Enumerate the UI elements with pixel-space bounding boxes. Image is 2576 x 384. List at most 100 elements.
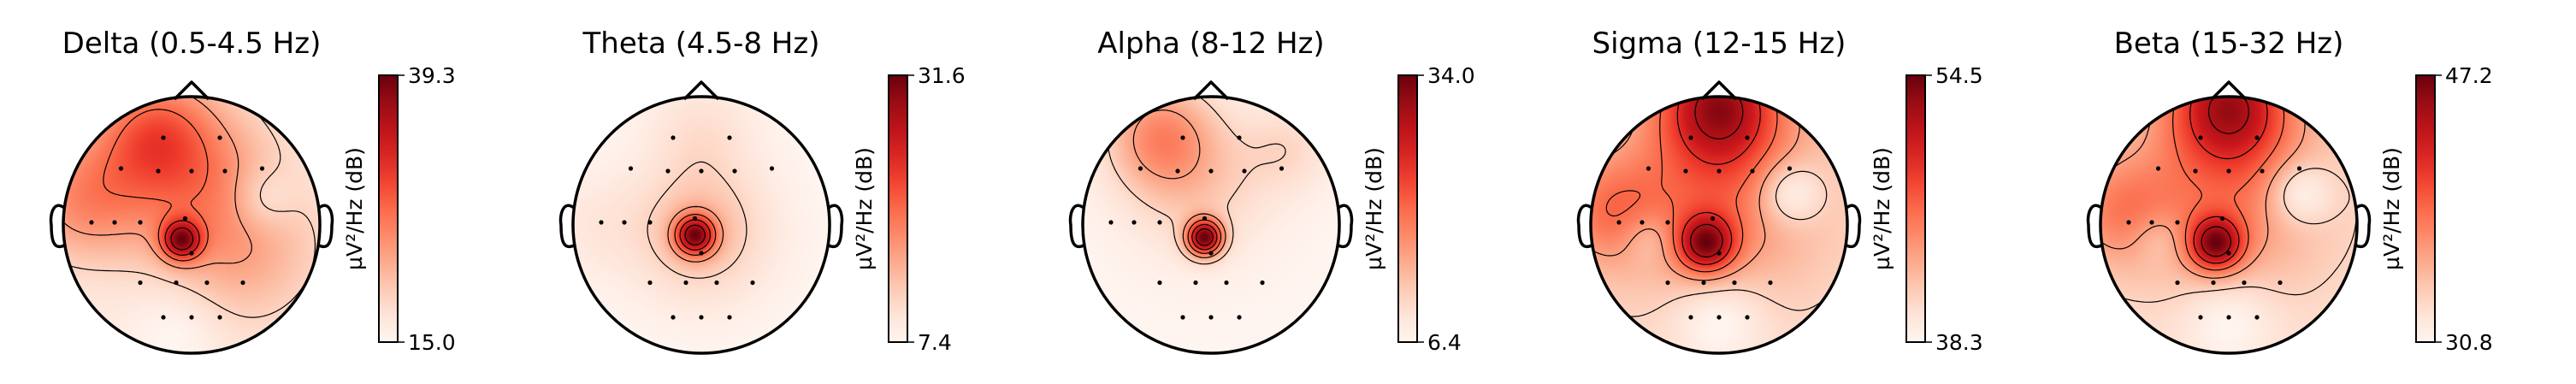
sensor-marker	[1137, 166, 1143, 171]
sensor-marker	[1787, 166, 1793, 171]
sensor-marker	[1157, 280, 1162, 286]
colorbar	[378, 74, 399, 343]
sensor-marker	[2242, 280, 2247, 286]
colorbar-max-label: 47.2	[2445, 63, 2493, 88]
sensor-marker	[647, 220, 653, 225]
sensor-marker	[2254, 135, 2260, 140]
topomap-heatmap	[573, 97, 830, 353]
nose-marker	[1192, 80, 1230, 101]
sensor-marker	[699, 168, 704, 174]
sensor-marker	[2175, 280, 2180, 286]
left-ear	[2086, 204, 2103, 249]
sensor-marker	[699, 315, 704, 320]
sensor-marker	[1616, 220, 1622, 225]
sensor-marker	[1750, 168, 1755, 174]
panel-title: Alpha (8-12 Hz)	[1097, 27, 1324, 61]
sensor-marker	[1208, 315, 1214, 320]
sensor-marker	[1157, 220, 1162, 225]
right-ear	[1337, 204, 1354, 249]
sensor-marker	[240, 280, 245, 286]
sensor-marker	[89, 220, 94, 225]
sensor-marker	[161, 315, 166, 320]
sensor-marker	[189, 315, 194, 320]
sensor-marker	[217, 135, 222, 140]
sensor-marker	[259, 166, 265, 171]
sensor-marker	[2211, 280, 2216, 286]
sensor-marker	[2260, 168, 2265, 174]
right-ear	[1845, 204, 1862, 249]
topomap-panel: Beta (15-32 Hz) 47.2 30.8 µV²/Hz (dB)	[2086, 27, 2493, 355]
panel-title: Sigma (12-15 Hz)	[1592, 27, 1846, 61]
sensor-marker	[1688, 135, 1693, 140]
topomap-panel: Sigma (12-15 Hz) 54.5 38.3 µV²/Hz (dB)	[1576, 27, 1983, 355]
topomap-heatmap	[1083, 97, 1339, 353]
right-ear	[317, 204, 334, 249]
left-ear	[49, 204, 66, 249]
contour-line	[1196, 228, 1214, 246]
colorbar-max-label: 54.5	[1935, 63, 1983, 88]
sensor-marker	[727, 135, 732, 140]
sensor-marker	[1237, 135, 1242, 140]
colorbar-min-label: 30.8	[2445, 330, 2493, 355]
sensor-marker	[1688, 315, 1693, 320]
nose-marker	[1700, 80, 1738, 101]
sensor-marker	[714, 280, 719, 286]
nose-marker	[173, 80, 210, 101]
sensor-marker	[750, 280, 755, 286]
sensor-marker	[699, 251, 704, 256]
sensor-marker	[189, 168, 194, 174]
contour-line	[647, 161, 747, 279]
sensor-marker	[1260, 280, 1265, 286]
sensor-marker	[156, 168, 161, 174]
nose-marker	[682, 80, 720, 101]
sensor-marker	[1108, 220, 1114, 225]
colorbar-min-label: 6.4	[1427, 330, 1462, 355]
contour-line	[170, 227, 194, 251]
sensor-marker	[1640, 220, 1645, 225]
colorbar-min-label: 7.4	[918, 330, 952, 355]
contour-lines	[1107, 97, 1286, 265]
sensor-marker	[1716, 315, 1722, 320]
head-outline	[2099, 95, 2359, 355]
colorbar-max-label: 39.3	[408, 63, 456, 88]
sensor-marker	[622, 220, 627, 225]
sensor-marker	[1710, 216, 1716, 222]
sensor-marker	[1716, 168, 1722, 174]
sensor-marker	[1665, 280, 1670, 286]
colorbar-max-label: 34.0	[1427, 63, 1475, 88]
topomap-heatmap	[2100, 97, 2357, 353]
sensor-marker	[204, 280, 210, 286]
sensor-marker	[2219, 216, 2225, 222]
topomap-panel: Theta (4.5-8 Hz) 31.6 7.4 µV²/Hz (dB)	[558, 27, 966, 355]
head-outline	[571, 95, 831, 355]
sensor-marker	[2155, 166, 2161, 171]
colorbar	[888, 74, 908, 343]
sensor-marker	[692, 216, 698, 222]
sensor-marker	[2149, 220, 2154, 225]
sensor-marker	[174, 280, 179, 286]
colorbar	[2415, 74, 2436, 343]
panel-title: Theta (4.5-8 Hz)	[582, 27, 820, 61]
sensor-marker	[2198, 315, 2203, 320]
sensor-marker	[1745, 315, 1750, 320]
head-outline	[62, 95, 322, 355]
sensor-marker	[2278, 280, 2283, 286]
contour-line	[667, 205, 724, 263]
sensor-marker	[665, 168, 671, 174]
contour-line	[103, 109, 209, 262]
head-outline	[1081, 95, 1341, 355]
colorbar	[1905, 74, 1926, 343]
sensor-marker	[182, 216, 188, 222]
colorbar-label: µV²/Hz (dB)	[2379, 147, 2404, 270]
head-outline	[1589, 95, 1849, 355]
sensor-marker	[1175, 168, 1180, 174]
sensor-marker	[1193, 280, 1198, 286]
sensor-marker	[628, 166, 634, 171]
sensor-marker	[671, 315, 676, 320]
sensor-marker	[2193, 168, 2198, 174]
topomap-heatmap	[1591, 97, 1847, 353]
sensor-marker	[1683, 168, 1688, 174]
topomap-panel: Delta (0.5-4.5 Hz) 39.3 15.0 µV²/Hz (dB)	[49, 27, 456, 355]
sensor-marker	[1242, 168, 1247, 174]
sensor-marker	[2226, 168, 2231, 174]
